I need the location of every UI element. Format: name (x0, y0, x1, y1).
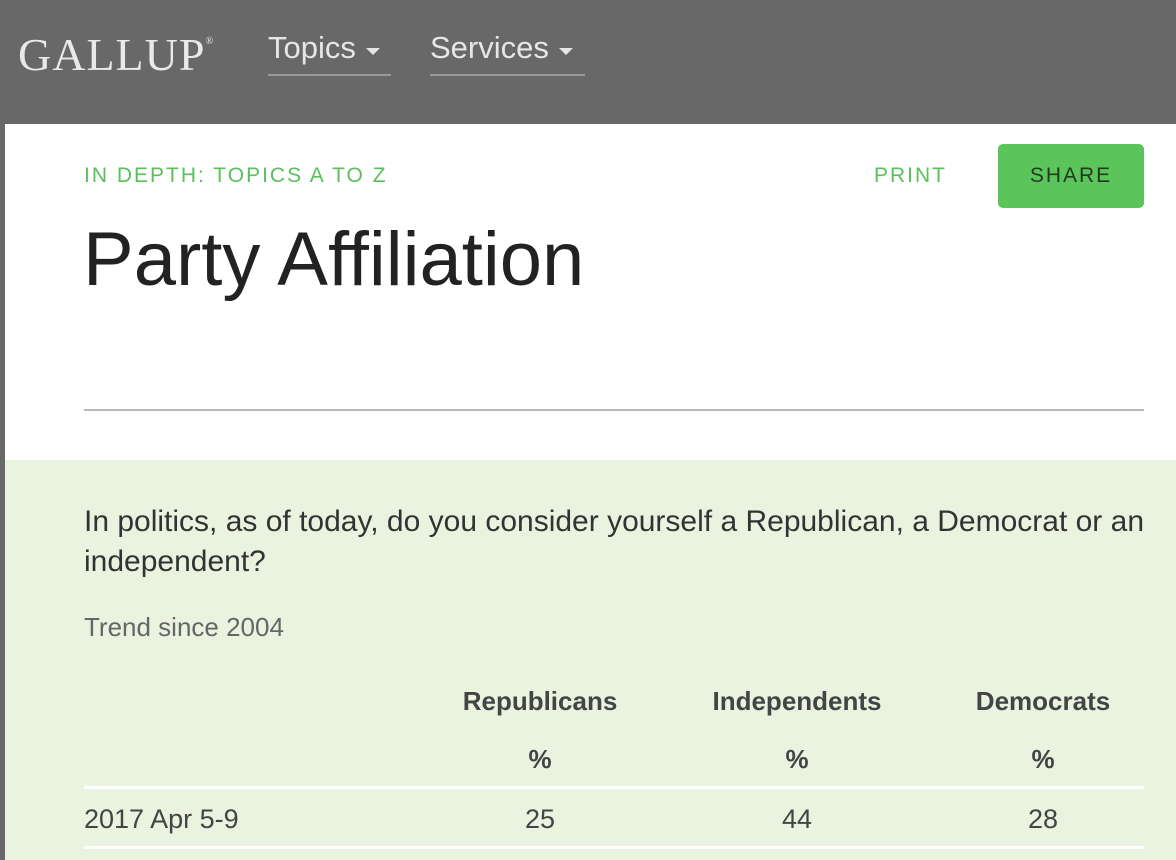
top-navigation-bar: GALLUP® Topics Services (0, 0, 1176, 124)
registered-mark: ® (205, 36, 215, 47)
chevron-down-icon (558, 48, 573, 55)
nav-topics-label: Topics (268, 30, 356, 65)
nav-topics-menu[interactable]: Topics (268, 30, 391, 76)
print-link[interactable]: PRINT (874, 164, 947, 187)
column-header-republicans: Republicans (462, 686, 618, 716)
logo-text: GALLUP (18, 29, 206, 80)
table-rule (84, 786, 1144, 789)
title-divider (84, 409, 1144, 411)
row-value-republicans: 25 (524, 804, 556, 834)
column-unit-republicans: % (528, 744, 552, 774)
nav-services-label: Services (430, 30, 549, 65)
section-eyebrow-link[interactable]: IN DEPTH: TOPICS A TO Z (84, 164, 388, 187)
trend-label: Trend since 2004 (84, 612, 284, 642)
row-value-independents: 44 (781, 804, 813, 834)
row-date: 2017 Apr 5-9 (84, 804, 239, 834)
page-title: Party Affiliation (83, 217, 585, 302)
poll-panel: In politics, as of today, do you conside… (5, 460, 1176, 860)
nav-services-menu[interactable]: Services (430, 30, 585, 76)
table-rule (84, 846, 1144, 849)
column-unit-democrats: % (1031, 744, 1055, 774)
column-unit-independents: % (785, 744, 809, 774)
chevron-down-icon (365, 48, 380, 55)
column-header-democrats: Democrats (975, 686, 1111, 716)
main-content: IN DEPTH: TOPICS A TO Z PRINT SHARE Part… (5, 124, 1176, 860)
poll-question: In politics, as of today, do you conside… (84, 505, 1145, 578)
gallup-logo[interactable]: GALLUP® (18, 28, 214, 81)
share-button[interactable]: SHARE (998, 144, 1144, 208)
row-value-democrats: 28 (1027, 804, 1059, 834)
column-header-independents: Independents (712, 686, 882, 716)
